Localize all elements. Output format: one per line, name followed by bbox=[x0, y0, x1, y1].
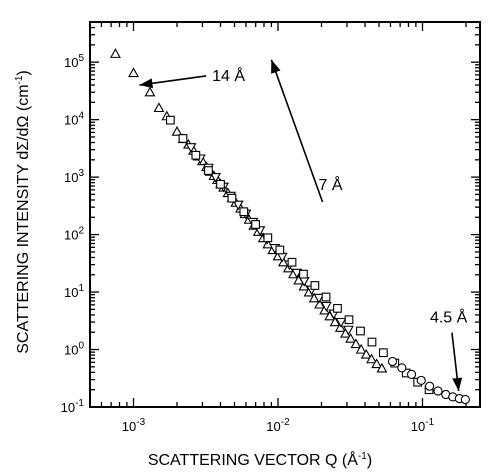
data-point-square bbox=[356, 326, 365, 336]
data-point-triangle-up bbox=[376, 362, 388, 373]
data-point-square bbox=[251, 220, 260, 229]
data-point-circle bbox=[397, 363, 407, 373]
annotation-arrowhead bbox=[271, 59, 281, 74]
data-point-square bbox=[333, 304, 342, 313]
data-point-square bbox=[178, 134, 188, 143]
data-point-circle bbox=[406, 369, 417, 379]
data-point-triangle-up bbox=[329, 316, 341, 327]
y-tick-label: 103 bbox=[64, 168, 84, 185]
data-point-square bbox=[191, 150, 201, 160]
data-point-square bbox=[287, 257, 297, 267]
data-point-circle bbox=[416, 375, 426, 386]
data-point-square bbox=[310, 281, 320, 290]
data-point-square bbox=[299, 269, 308, 279]
data-point-circle bbox=[433, 386, 443, 396]
y-axis-title: SCATTERING INTENSITY dΣ/dΩ (cm-1) bbox=[14, 70, 32, 354]
annotation-arrowhead bbox=[139, 78, 154, 89]
y-tick-label: 10-1 bbox=[61, 398, 85, 415]
x-tick-label: 10-2 bbox=[266, 417, 290, 434]
data-point-triangle-up bbox=[345, 332, 357, 343]
annotation-arrow-line bbox=[270, 59, 324, 203]
annotation-arrowhead bbox=[452, 377, 463, 391]
data-point-square bbox=[166, 115, 175, 125]
data-point-triangle-down bbox=[320, 301, 332, 312]
data-point-triangle-down bbox=[335, 317, 347, 328]
x-tick-label: 10-1 bbox=[411, 417, 435, 434]
x-tick-label: 10-3 bbox=[122, 417, 146, 434]
series-circle bbox=[387, 356, 470, 405]
annotation-label: 14 Å bbox=[212, 66, 245, 85]
data-point-square bbox=[344, 315, 354, 325]
data-point-square bbox=[275, 245, 285, 255]
annotations: 14 Å 7 Å 4.5 Å bbox=[139, 59, 468, 392]
data-point-square bbox=[378, 348, 388, 358]
data-point-triangle-up bbox=[171, 125, 183, 136]
y-tick-label: 104 bbox=[64, 111, 84, 128]
x-axis-title: SCATTERING VECTOR Q (Å-1) bbox=[148, 450, 372, 469]
data-point-triangle-up bbox=[314, 298, 326, 309]
data-point-square bbox=[204, 166, 213, 175]
data-point-triangle-up bbox=[350, 338, 362, 349]
data-point-triangle-up bbox=[144, 86, 156, 97]
data-point-square bbox=[263, 233, 273, 243]
data-point-triangle-down bbox=[313, 293, 325, 304]
data-point-triangle-up bbox=[355, 343, 367, 354]
plot-border bbox=[89, 21, 481, 408]
data-point-triangle-down bbox=[210, 172, 222, 183]
data-point-square bbox=[367, 337, 377, 347]
data-point-triangle-up bbox=[360, 348, 372, 359]
data-point-circle bbox=[425, 381, 435, 391]
data-points bbox=[110, 48, 470, 405]
series-square bbox=[166, 115, 434, 395]
data-point-triangle-down bbox=[342, 325, 354, 336]
data-point-circle bbox=[387, 356, 398, 367]
data-point-triangle-down bbox=[185, 143, 197, 153]
data-point-square bbox=[239, 207, 249, 217]
data-point-triangle-up bbox=[128, 67, 139, 78]
data-point-square bbox=[227, 193, 237, 203]
data-point-circle bbox=[460, 394, 470, 405]
data-point-triangle-down bbox=[232, 200, 244, 211]
data-point-triangle-up bbox=[366, 353, 377, 364]
data-point-square bbox=[321, 292, 331, 302]
annotation-label: 7 Å bbox=[319, 175, 343, 194]
data-point-triangle-up bbox=[334, 322, 346, 332]
axis-ticks bbox=[89, 21, 480, 408]
data-point-square bbox=[216, 179, 225, 189]
y-tick-label: 100 bbox=[64, 341, 84, 358]
data-point-triangle-up bbox=[262, 238, 274, 249]
y-tick-label: 102 bbox=[64, 226, 84, 243]
y-tick-label: 105 bbox=[64, 53, 84, 70]
y-tick-label: 101 bbox=[64, 283, 84, 300]
data-point-triangle-up bbox=[153, 102, 165, 113]
data-point-triangle-up bbox=[371, 358, 383, 369]
plot-frame bbox=[89, 21, 481, 408]
tick-labels: 10-3 10-2 10-1 10-1 100 101 102 103 104 105 bbox=[61, 53, 435, 434]
data-point-triangle-up bbox=[110, 48, 121, 58]
annotation-label: 4.5 Å bbox=[430, 308, 468, 327]
